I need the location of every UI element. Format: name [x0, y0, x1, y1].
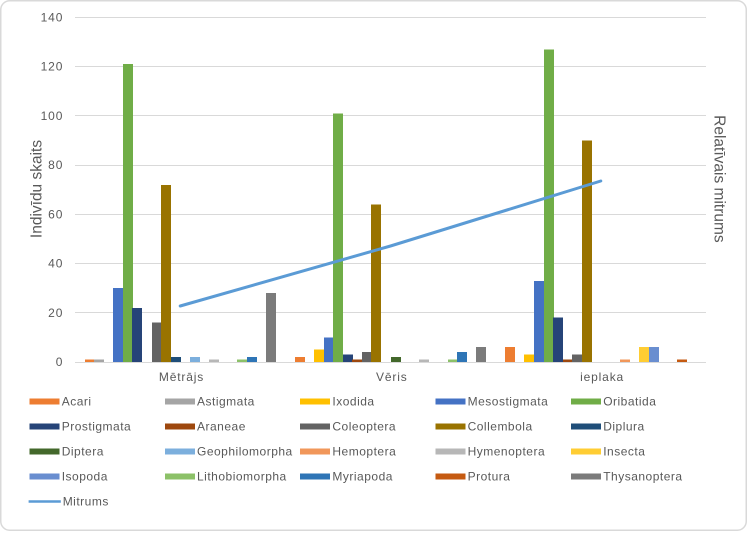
- svg-text:Lithobiomorpha: Lithobiomorpha: [197, 470, 287, 484]
- svg-text:Mitrums: Mitrums: [63, 495, 109, 509]
- svg-text:Protura: Protura: [468, 470, 511, 484]
- svg-text:Oribatida: Oribatida: [603, 395, 656, 409]
- svg-text:20: 20: [48, 306, 63, 320]
- svg-text:Vēris: Vēris: [376, 370, 408, 384]
- svg-text:Diptera: Diptera: [62, 445, 104, 459]
- svg-text:Indivīdu skaits: Indivīdu skaits: [29, 140, 46, 238]
- svg-text:Myriapoda: Myriapoda: [332, 470, 393, 484]
- svg-text:Mesostigmata: Mesostigmata: [468, 395, 549, 409]
- svg-text:Mētrājs: Mētrājs: [159, 370, 204, 384]
- svg-text:140: 140: [41, 10, 64, 24]
- svg-text:60: 60: [48, 207, 63, 221]
- svg-text:Hymenoptera: Hymenoptera: [468, 445, 546, 459]
- svg-text:Collembola: Collembola: [468, 420, 533, 434]
- svg-text:Ixodida: Ixodida: [332, 395, 374, 409]
- svg-text:40: 40: [48, 257, 63, 271]
- svg-text:Insecta: Insecta: [603, 445, 645, 459]
- svg-text:Geophilomorpha: Geophilomorpha: [197, 445, 293, 459]
- svg-text:Diplura: Diplura: [603, 420, 645, 434]
- svg-text:100: 100: [41, 109, 64, 123]
- svg-text:Astigmata: Astigmata: [197, 395, 255, 409]
- svg-text:Coleoptera: Coleoptera: [332, 420, 396, 434]
- svg-text:Hemoptera: Hemoptera: [332, 445, 396, 459]
- svg-text:0: 0: [56, 355, 64, 369]
- svg-text:Thysanoptera: Thysanoptera: [603, 470, 682, 484]
- svg-text:Relatīvais mitrums: Relatīvais mitrums: [711, 115, 728, 243]
- svg-text:ieplaka: ieplaka: [580, 370, 624, 384]
- svg-text:Isopoda: Isopoda: [62, 470, 108, 484]
- svg-text:80: 80: [48, 158, 63, 172]
- svg-text:120: 120: [41, 60, 64, 74]
- svg-text:Araneae: Araneae: [197, 420, 246, 434]
- svg-text:Acari: Acari: [62, 395, 92, 409]
- svg-text:Prostigmata: Prostigmata: [62, 420, 132, 434]
